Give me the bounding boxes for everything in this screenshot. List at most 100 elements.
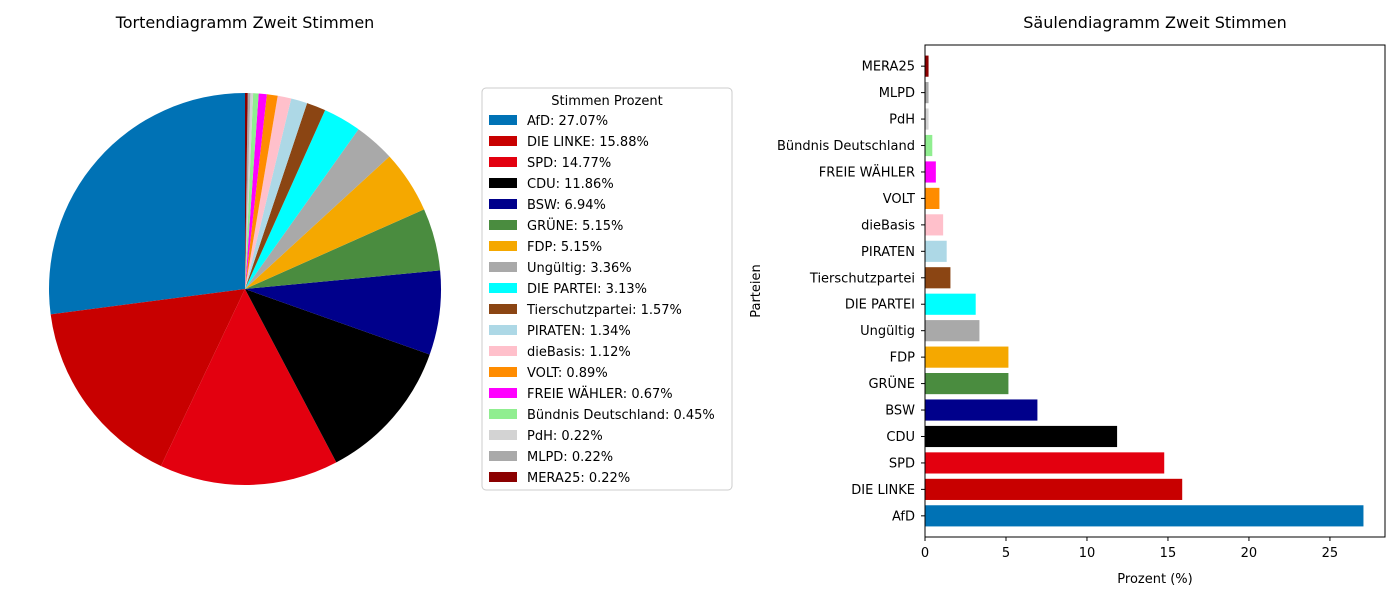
pie-slice-die-partei: [245, 110, 359, 289]
y-tick-label-die-linke: DIE LINKE: [851, 483, 915, 498]
legend-label-afd: AfD: 27.07%: [527, 114, 608, 129]
bar-fdp: [925, 346, 1009, 368]
legend-swatch-mlpd: [489, 451, 517, 461]
legend-label-mera25: MERA25: 0.22%: [527, 471, 630, 486]
pie-chart: [48, 93, 442, 485]
bar-title: Säulendiagramm Zweit Stimmen: [1023, 13, 1286, 32]
legend-items: AfD: 27.07% DIE LINKE: 15.88% SPD: 14.77% C…: [489, 114, 715, 486]
x-tick-label-15: 15: [1160, 546, 1177, 561]
legend-label-buendnis-deutschland: Bündnis Deutschland: 0.45%: [527, 408, 715, 423]
y-tick-label-fdp: FDP: [890, 351, 915, 366]
bar-axes-frame: [924, 44, 1386, 538]
bar-mera25: [925, 55, 929, 77]
pie-slice-mera25: [245, 93, 248, 289]
bar-cdu: [925, 425, 1118, 448]
legend-label-mlpd: MLPD: 0.22%: [527, 450, 613, 465]
legend-swatch-tierschutzpartei: [489, 304, 517, 314]
legend-swatch-gruene: [489, 220, 517, 230]
x-tick-label-5: 5: [1002, 546, 1010, 561]
legend-swatch-volt: [489, 367, 517, 377]
y-tick-label-mera25: MERA25: [862, 60, 915, 75]
bar-pdh: [925, 108, 929, 130]
pie-slice-freie-waehler: [245, 93, 267, 289]
bar-piraten: [925, 240, 947, 262]
pie-legend: Stimmen Prozent AfD: 27.07% DIE LINKE: 15…: [481, 87, 733, 491]
y-axis-label: Parteien: [749, 264, 764, 318]
y-tick-label-diebasis: dieBasis: [861, 218, 915, 233]
legend-label-cdu: CDU: 11.86%: [527, 177, 614, 192]
y-tick-label-die-partei: DIE PARTEI: [845, 298, 915, 313]
legend-label-gruene: GRÜNE: 5.15%: [527, 217, 623, 234]
bar-die-linke: [925, 478, 1183, 500]
bar-bsw: [925, 399, 1038, 421]
legend-label-pdh: PdH: 0.22%: [527, 429, 603, 444]
legend-label-freie-waehler: FREIE WÄHLER: 0.67%: [527, 386, 673, 402]
legend-label-volt: VOLT: 0.89%: [527, 366, 608, 381]
legend-swatch-piraten: [489, 325, 517, 335]
y-tick-label-gruene: GRÜNE: [868, 375, 915, 392]
legend-label-piraten: PIRATEN: 1.34%: [527, 324, 631, 339]
legend-label-spd: SPD: 14.77%: [527, 156, 611, 171]
pie-slice-spd: [160, 289, 337, 485]
pie-slice-gruene: [245, 209, 441, 289]
bar-die-partei: [925, 293, 976, 315]
y-tick-label-buendnis-deutschland: Bündnis Deutschland: [777, 139, 915, 154]
bar-chart: AfD DIE LINKE SPD CDU BSW GRÜNE FDP Ungültig DIE…: [749, 44, 1386, 587]
legend-label-fdp: FDP: 5.15%: [527, 240, 602, 255]
legend-swatch-freie-waehler: [489, 388, 517, 398]
legend-label-die-linke: DIE LINKE: 15.88%: [527, 135, 649, 150]
pie-slice-cdu: [245, 289, 430, 463]
y-tick-label-mlpd: MLPD: [879, 86, 915, 101]
pie-slice-piraten: [245, 98, 308, 289]
legend-label-ungueltig: Ungültig: 3.36%: [527, 261, 632, 276]
bar-volt: [925, 187, 940, 209]
legend-swatch-ungueltig: [489, 262, 517, 272]
y-tick-label-tierschutzpartei: Tierschutzpartei: [809, 271, 915, 286]
y-tick-label-ungueltig: Ungültig: [860, 324, 915, 339]
pie-title: Tortendiagramm Zweit Stimmen: [115, 13, 375, 32]
legend-swatch-afd: [489, 115, 517, 125]
bar-freie-waehler: [925, 161, 936, 183]
y-tick-label-bsw: BSW: [885, 404, 915, 419]
x-axis-label: Prozent (%): [1117, 572, 1192, 587]
legend-swatch-pdh: [489, 430, 517, 440]
y-tick-label-spd: SPD: [889, 456, 915, 471]
pie-slice-tierschutzpartei: [245, 103, 326, 289]
pie-slice-mlpd: [245, 93, 251, 290]
legend-swatch-fdp: [489, 241, 517, 251]
legend-label-die-partei: DIE PARTEI: 3.13%: [527, 282, 647, 297]
y-tick-label-volt: VOLT: [883, 192, 915, 207]
pie-slice-volt: [245, 94, 278, 289]
bar-gruene: [925, 373, 1009, 395]
pie-slice-afd: [48, 93, 245, 315]
y-tick-label-pdh: PdH: [889, 113, 915, 128]
bar-diebasis: [925, 214, 944, 236]
legend-swatch-cdu: [489, 178, 517, 188]
x-tick-label-20: 20: [1241, 546, 1258, 561]
pie-slice-fdp: [245, 156, 425, 289]
bar-mlpd: [925, 82, 929, 104]
bar-buendnis-deutschland: [925, 134, 933, 157]
y-tick-label-freie-waehler: FREIE WÄHLER: [819, 164, 915, 180]
bar-afd: [925, 505, 1364, 527]
x-tick-label-25: 25: [1322, 546, 1339, 561]
x-tick-label-10: 10: [1079, 546, 1096, 561]
bar-spd: [925, 452, 1165, 474]
x-tick-label-0: 0: [921, 546, 929, 561]
legend-swatch-die-partei: [489, 283, 517, 293]
pie-slice-diebasis: [245, 95, 292, 289]
y-tick-label-piraten: PIRATEN: [861, 245, 915, 260]
legend-swatch-bsw: [489, 199, 517, 209]
pie-slice-bsw: [245, 270, 442, 355]
legend-label-diebasis: dieBasis: 1.12%: [527, 345, 631, 360]
legend-title: Stimmen Prozent: [551, 94, 662, 109]
bar-ungueltig: [925, 320, 980, 342]
y-tick-label-cdu: CDU: [886, 430, 915, 445]
legend-swatch-die-linke: [489, 136, 517, 146]
legend-label-bsw: BSW: 6.94%: [527, 198, 606, 213]
bar-tierschutzpartei: [925, 267, 951, 289]
legend-box: [481, 87, 733, 491]
legend-swatch-diebasis: [489, 346, 517, 356]
